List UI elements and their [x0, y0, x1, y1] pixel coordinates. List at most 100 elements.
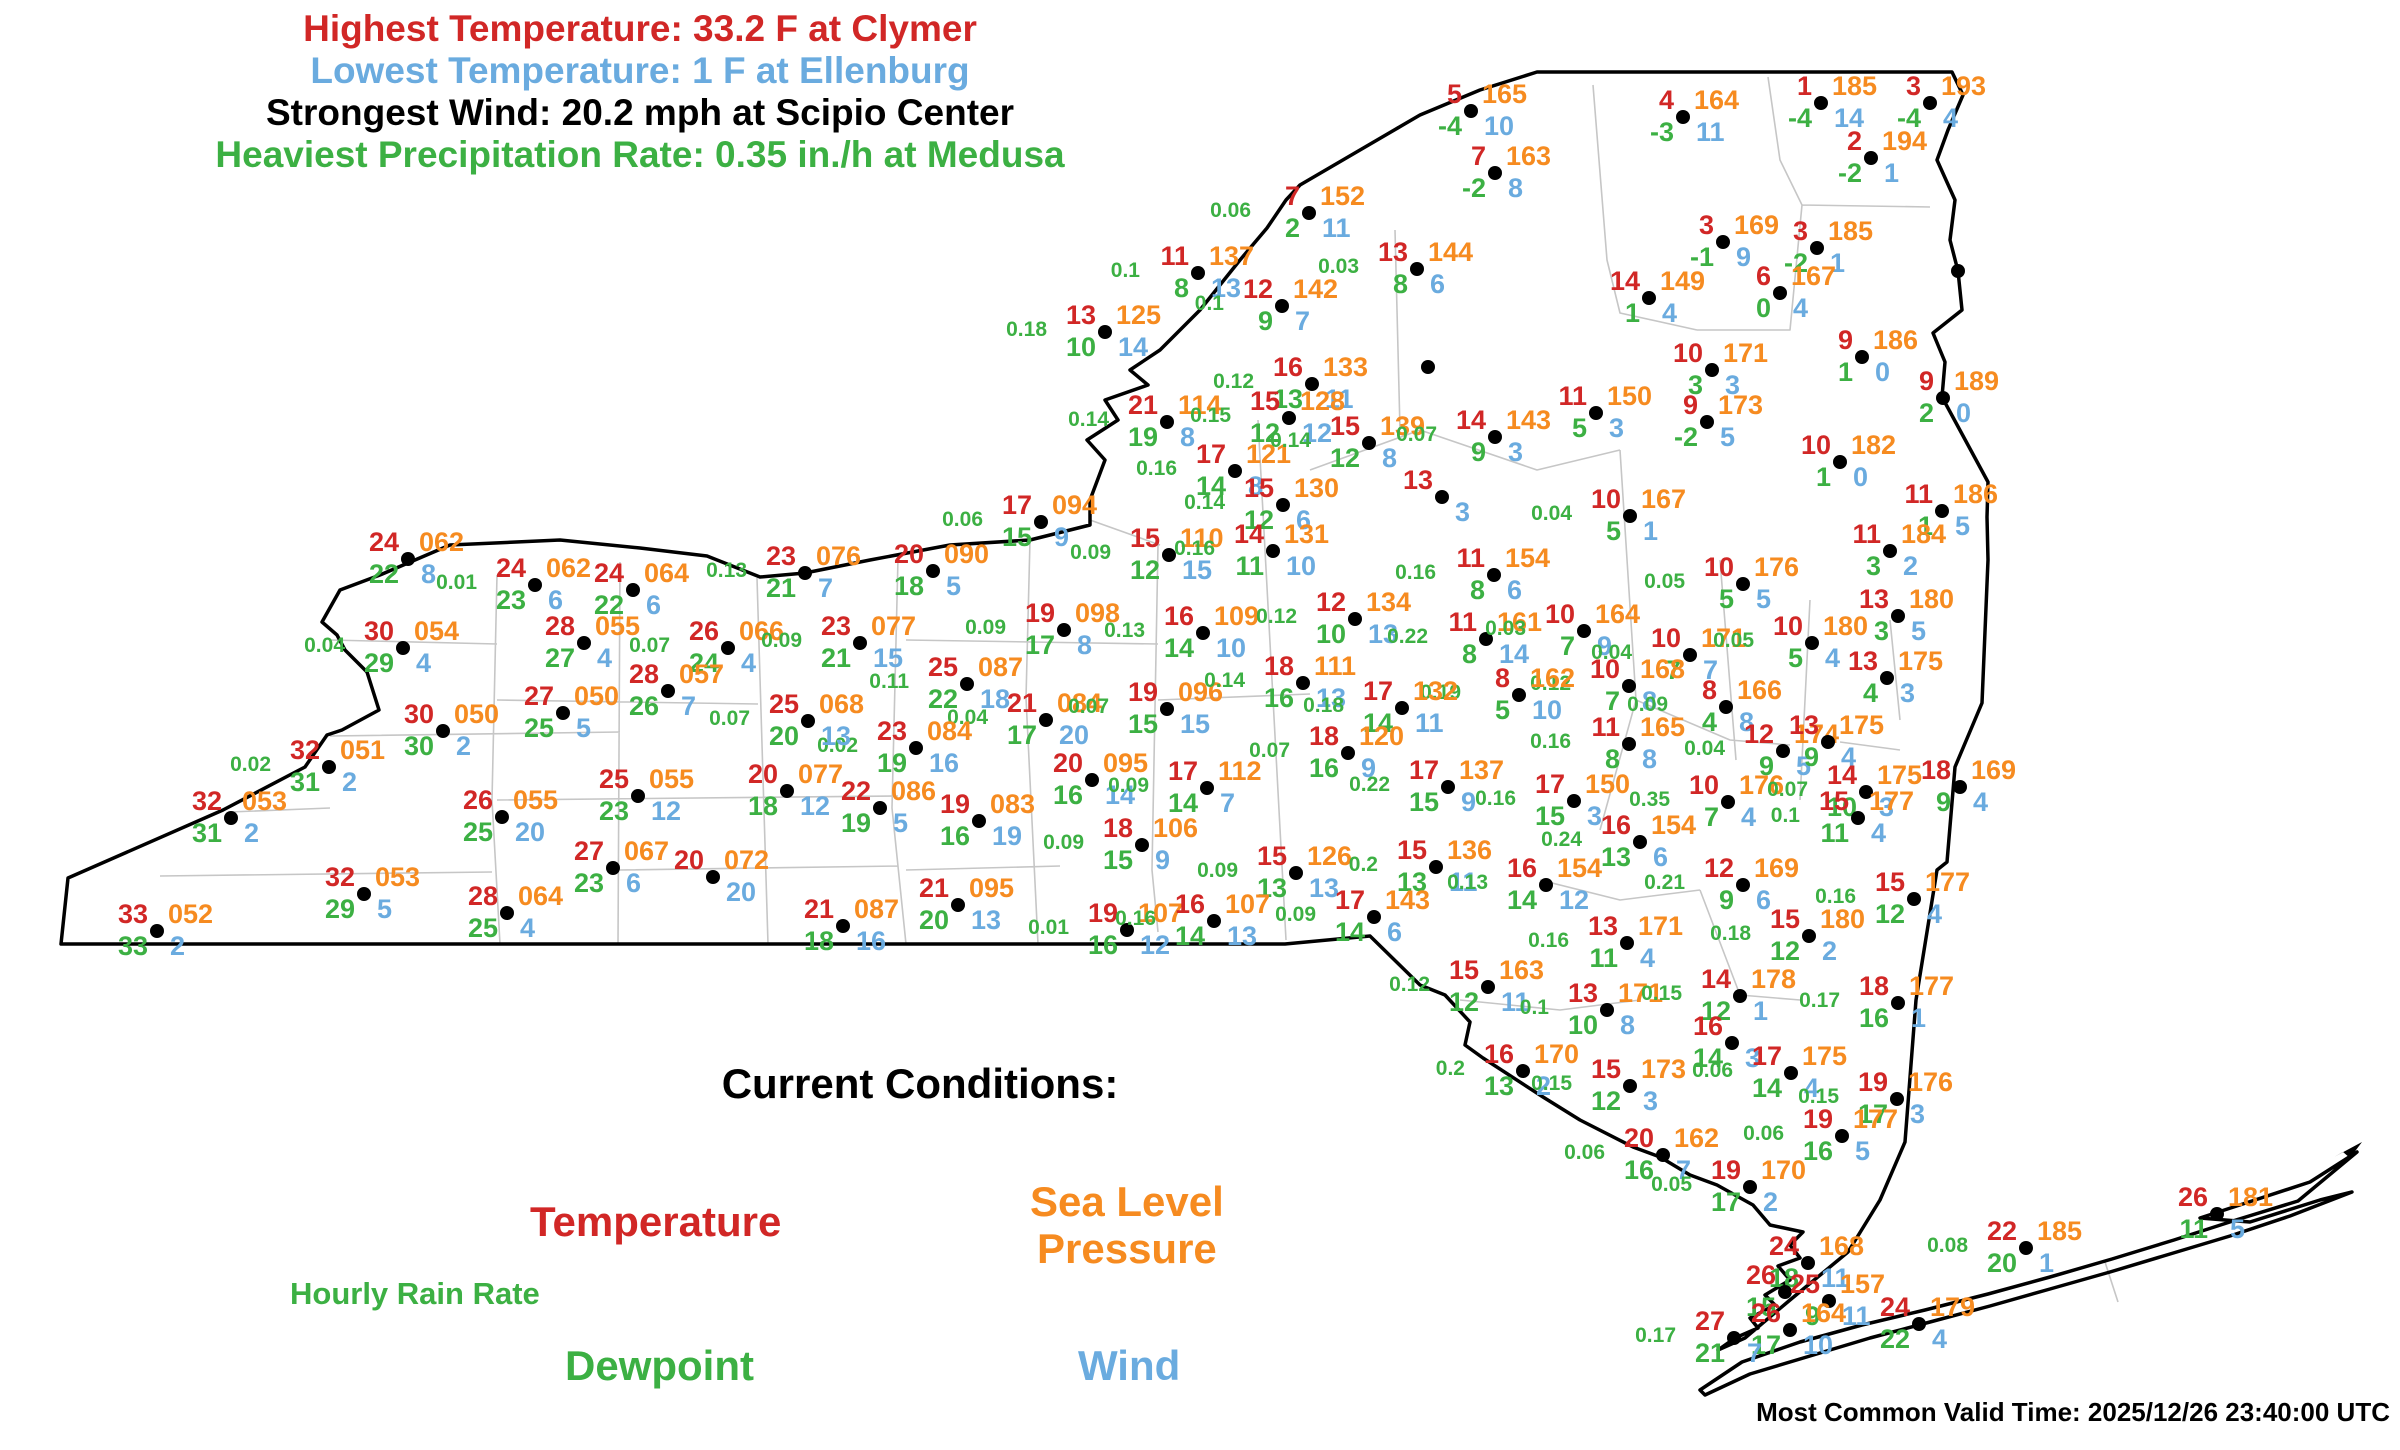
dewpoint-value: 11	[2179, 1214, 2208, 1244]
wind-value: 4	[1804, 1073, 1820, 1103]
wind-value: 3	[1609, 413, 1625, 443]
wind-value: 1	[2039, 1248, 2055, 1278]
pressure-value: 086	[891, 776, 937, 806]
dewpoint-value: 9	[1804, 1301, 1820, 1331]
highest-temperature-text: Highest Temperature: 33.2 F at Clymer	[303, 8, 977, 49]
wind-value: 18	[980, 684, 1011, 714]
wind-value: 11	[1696, 117, 1725, 147]
rain-rate-value: 0.14	[1270, 429, 1311, 452]
temperature-value: 32	[324, 862, 355, 892]
pressure-value: 163	[1506, 141, 1552, 171]
pressure-value: 169	[1754, 853, 1800, 883]
rain-rate-value: 0.14	[1204, 669, 1245, 692]
dewpoint-value: 18	[803, 926, 834, 956]
temperature-value: 21	[918, 873, 949, 903]
temperature-value: 13	[1065, 300, 1096, 330]
wind-value: 5	[1720, 422, 1736, 452]
station-dot-icon	[951, 898, 965, 912]
dewpoint-value: 3	[1865, 551, 1881, 581]
station-dot-icon	[1305, 377, 1319, 391]
pressure-value: 171	[1701, 623, 1747, 653]
pressure-value: 139	[1380, 411, 1426, 441]
station-dot-icon	[1835, 1129, 1849, 1143]
rain-rate-value: 0.02	[230, 753, 271, 776]
station-dot-icon	[1907, 892, 1921, 906]
station-dot-icon	[401, 552, 415, 566]
pressure-value: 185	[1828, 216, 1874, 246]
station-dot-icon	[926, 564, 940, 578]
station-dot-icon	[1743, 1180, 1757, 1194]
rain-rate-value: 0.16	[1530, 730, 1571, 753]
temperature-value: 20	[1052, 748, 1083, 778]
temperature-value: 15	[1329, 411, 1360, 441]
wind-value: 11	[1415, 708, 1444, 738]
rain-rate-value: 0.16	[1174, 537, 1215, 560]
pressure-value: 193	[1941, 71, 1987, 101]
legend-temperature-label: Temperature	[530, 1198, 782, 1245]
temperature-value: 16	[1174, 889, 1205, 919]
wind-value: 13	[1211, 273, 1242, 303]
rain-rate-value: 0.06	[942, 508, 983, 531]
station-dot-icon	[853, 636, 867, 650]
temperature-value: 27	[573, 836, 604, 866]
station-dot-icon	[1488, 166, 1502, 180]
dewpoint-value: 23	[598, 796, 629, 826]
station-dot-icon	[721, 641, 735, 655]
dewpoint-value: 2	[1918, 398, 1934, 428]
pressure-value: 186	[1873, 325, 1919, 355]
wind-value: 2	[1903, 551, 1919, 581]
dewpoint-value: 12	[1590, 1086, 1621, 1116]
rain-rate-value: 0.04	[1684, 737, 1725, 760]
rain-rate-value: 0.07	[1249, 739, 1290, 762]
rain-rate-value: 0.11	[869, 670, 909, 693]
pressure-value: 068	[819, 689, 865, 719]
wind-value: 12	[1302, 418, 1333, 448]
pressure-value: 150	[1607, 381, 1653, 411]
rain-rate-value: 0.06	[1210, 199, 1251, 222]
temperature-value: 18	[1308, 721, 1339, 751]
rain-rate-value: 0.09	[965, 616, 1006, 639]
station-dot-icon	[1276, 498, 1290, 512]
dewpoint-value: 8	[1604, 744, 1620, 774]
temperature-value: 1	[1796, 71, 1812, 101]
dewpoint-value: 13	[1396, 867, 1427, 897]
temperature-value: 20	[893, 539, 924, 569]
pressure-value: 143	[1506, 405, 1552, 435]
station-dot-icon	[1200, 781, 1214, 795]
temperature-value: 17	[1167, 756, 1198, 786]
dewpoint-value: 11	[1589, 943, 1618, 973]
wind-value: 4	[1973, 787, 1989, 817]
wind-value: 3	[1643, 1086, 1659, 1116]
station-dot-icon	[1567, 794, 1581, 808]
temperature-value: 11	[1591, 712, 1620, 742]
pressure-value: 110	[1180, 523, 1224, 553]
station-dot-icon	[1642, 291, 1656, 305]
rain-rate-value: 0.16	[1115, 907, 1156, 930]
rain-rate-value: 0.13	[706, 559, 747, 582]
wind-value: 7	[681, 691, 697, 721]
temperature-value: 23	[876, 716, 907, 746]
station-dot-icon	[1488, 430, 1502, 444]
dewpoint-value: 16	[1858, 1003, 1889, 1033]
pressure-value: 053	[242, 786, 288, 816]
rain-rate-value: 0.09	[1275, 903, 1316, 926]
station-dot-icon	[224, 811, 238, 825]
wind-value: 4	[1871, 818, 1887, 848]
pressure-value: 066	[739, 616, 785, 646]
dewpoint-value: 22	[927, 684, 958, 714]
pressure-value: 090	[944, 539, 990, 569]
dewpoint-value: 16	[1263, 683, 1294, 713]
temperature-value: 13	[1402, 465, 1433, 495]
temperature-value: 8	[1494, 663, 1510, 693]
dewpoint-value: 21	[820, 643, 851, 673]
station-dot-icon	[1410, 262, 1424, 276]
station-dot-icon	[1676, 110, 1690, 124]
wind-value: 7	[1747, 1338, 1763, 1368]
station-dot-icon	[1367, 910, 1381, 924]
dewpoint-value: 19	[876, 748, 907, 778]
temperature-value: 16	[1272, 352, 1303, 382]
wind-value: 5	[1796, 751, 1812, 781]
wind-value: 8	[1077, 630, 1093, 660]
rain-rate-value: 0.06	[1564, 1141, 1605, 1164]
temperature-value: 14	[1455, 405, 1486, 435]
